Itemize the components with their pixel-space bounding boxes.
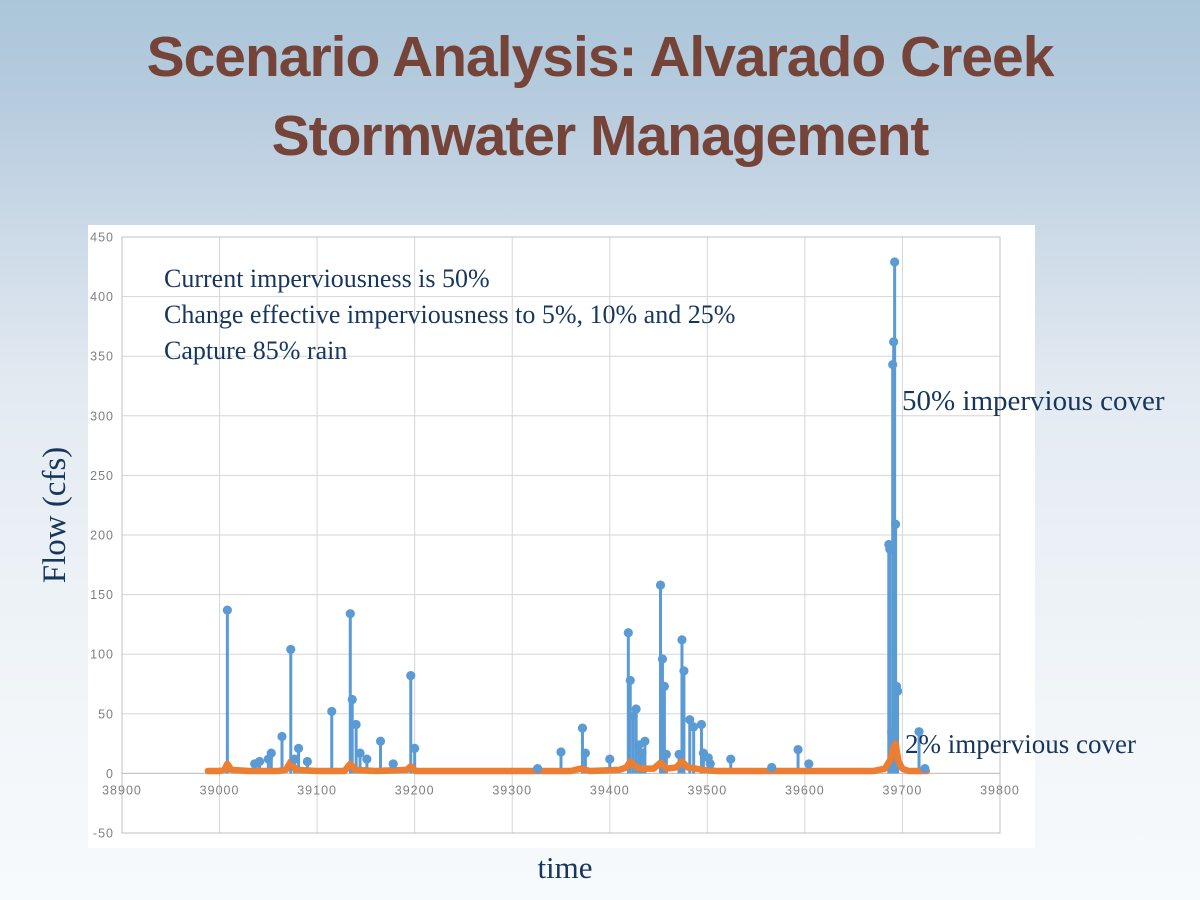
x-tick-label: 39300 [492, 783, 532, 797]
y-tick-label: 300 [90, 409, 114, 423]
marker-50-percent [793, 744, 803, 755]
x-tick-label: 39200 [395, 783, 435, 797]
y-tick-label: 400 [90, 290, 114, 304]
marker-50-percent [388, 759, 398, 769]
x-tick-label: 39700 [883, 783, 923, 797]
marker-50-percent [286, 644, 296, 655]
marker-50-percent [580, 748, 590, 758]
marker-50-percent [640, 736, 650, 746]
marker-50-percent [628, 711, 638, 721]
annotation-line-2: Change effective imperviousness to 5%, 1… [164, 300, 736, 329]
marker-50-percent [726, 754, 736, 764]
y-tick-label: 150 [90, 588, 114, 602]
y-tick-label: 200 [90, 529, 114, 543]
marker-50-percent [375, 736, 386, 746]
x-tick-label: 39800 [980, 783, 1020, 797]
marker-50-percent [302, 756, 312, 767]
marker-50-percent [605, 754, 615, 764]
x-tick-label: 39100 [297, 783, 337, 797]
marker-50-percent [355, 748, 365, 758]
x-axis-title: time [537, 850, 593, 885]
marker-50-percent [887, 727, 897, 737]
marker-50-percent [891, 519, 901, 529]
plot-border [121, 236, 1001, 834]
marker-50-percent [351, 719, 361, 730]
slide-title-line2: Stormwater Management [271, 104, 930, 168]
line-2-percent [204, 740, 931, 775]
marker-50-percent [655, 580, 666, 590]
marker-50-percent [657, 654, 668, 664]
y-tick-label: 50 [98, 707, 114, 721]
marker-50-percent [677, 635, 687, 645]
marker-50-percent [362, 754, 372, 764]
marker-50-percent [767, 762, 777, 773]
marker-50-percent [277, 731, 287, 742]
marker-50-percent [696, 719, 707, 730]
annotation-line-3: Capture 85% rain [164, 336, 348, 365]
marker-50-percent [290, 754, 300, 764]
x-tick-label: 39400 [590, 783, 630, 797]
series-label-50-percent: 50% impervious cover [902, 385, 1165, 417]
marker-50-percent [406, 671, 416, 681]
y-tick-label: 100 [90, 648, 114, 662]
marker-50-percent [577, 723, 588, 733]
marker-50-percent [804, 759, 814, 769]
flow-chart: 38900 39000 39100 39200 39300 39400 39500 39600… [90, 231, 1020, 841]
marker-50-percent [556, 747, 566, 757]
x-tick-label: 39000 [200, 783, 240, 797]
marker-50-percent [254, 756, 265, 767]
marker-50-percent [661, 749, 671, 759]
chart-annotation: Current imperviousness is 50% Change eff… [164, 261, 735, 369]
marker-50-percent [885, 544, 895, 554]
marker-50-percent [920, 764, 930, 774]
marker-50-percent [345, 609, 355, 619]
marker-50-percent [705, 759, 715, 769]
slide-title-line1: Scenario Analysis: Alvarado Creek [146, 25, 1055, 89]
marker-50-percent [689, 722, 699, 732]
x-tick-label: 39600 [785, 783, 825, 797]
marker-50-percent [410, 743, 420, 753]
marker-50-percent [679, 666, 689, 676]
chart-panel: 38900 39000 39100 39200 39300 39400 39500 39600… [88, 225, 1035, 848]
slide-title: Scenario Analysis: Alvarado Creek Stormw… [0, 18, 1200, 176]
marker-50-percent [890, 257, 900, 267]
series-label-2-percent: 2% impervious cover [905, 729, 1136, 759]
marker-50-percent [631, 704, 641, 714]
marker-50-percent [892, 686, 903, 696]
marker-50-percent [222, 605, 232, 615]
marker-50-percent [914, 727, 924, 737]
x-tick-label: 39500 [687, 783, 727, 797]
marker-50-percent [347, 694, 357, 705]
marker-50-percent [685, 715, 695, 725]
y-tick-label: 250 [90, 469, 114, 483]
marker-50-percent [674, 749, 684, 759]
marker-50-percent [659, 681, 670, 691]
y-axis-title: Flow (cfs) [37, 446, 73, 584]
marker-50-percent [888, 359, 898, 370]
marker-50-percent [327, 706, 337, 717]
marker-50-percent [293, 743, 304, 753]
marker-50-percent [266, 748, 276, 758]
y-tick-label: 450 [90, 231, 114, 245]
y-tick-label: 350 [90, 350, 114, 364]
annotation-line-1: Current imperviousness is 50% [164, 264, 490, 293]
marker-50-percent [623, 628, 633, 638]
y-tick-label: -50 [93, 827, 114, 841]
x-tick-label: 38900 [102, 783, 142, 797]
marker-50-percent [889, 337, 899, 347]
y-tick-label: 0 [106, 767, 114, 781]
marker-50-percent [637, 748, 647, 758]
marker-50-percent [532, 764, 543, 774]
marker-50-percent [625, 675, 635, 686]
